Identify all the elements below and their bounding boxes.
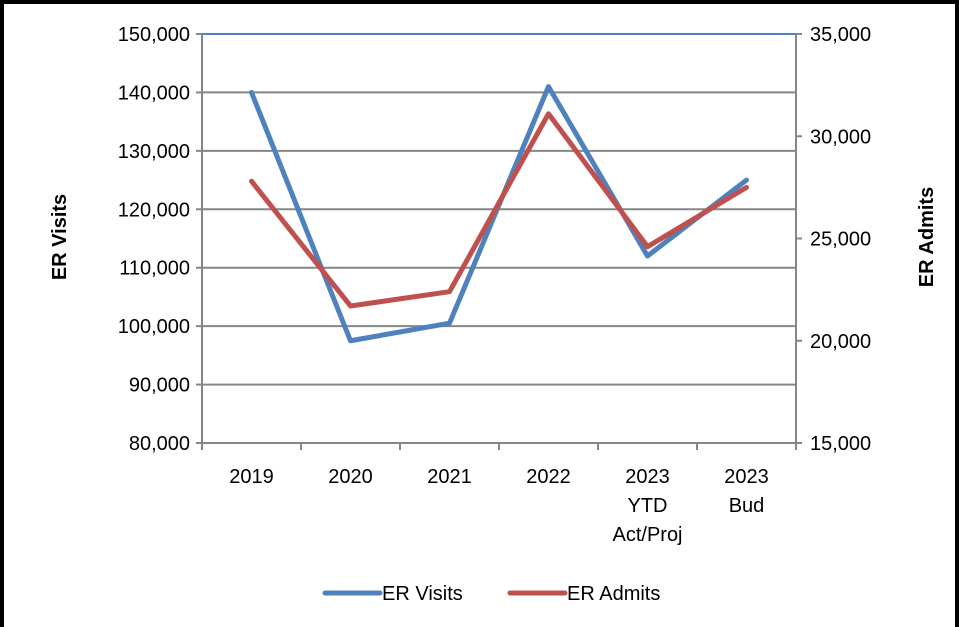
y-right-tick-label: 15,000 <box>810 433 871 455</box>
y-left-tick-label: 110,000 <box>119 258 190 280</box>
x-tick-label-line: 2020 <box>328 466 373 488</box>
er-visits-legend-label: ER Visits <box>382 583 463 605</box>
y-right-axis-title: ER Admits <box>916 187 938 287</box>
er-admits-legend-label: ER Admits <box>567 583 660 605</box>
x-tick-label-line: 2022 <box>526 466 571 488</box>
x-tick-label: 2019 <box>229 466 274 488</box>
y-left-tick-label: 80,000 <box>129 433 190 455</box>
y-left-axis-title: ER Visits <box>49 194 71 280</box>
y-right-tick-label: 35,000 <box>810 24 871 46</box>
y-left-tick-label: 140,000 <box>118 82 190 104</box>
x-tick-label-line: Bud <box>729 495 765 517</box>
tick-labels: 80,000 90,000 100,000 110,000 120,000 130,000… <box>118 24 871 546</box>
series-lines <box>249 84 749 344</box>
x-tick-label-line: 2023 <box>724 466 769 488</box>
x-tick-label-line: Act/Proj <box>612 524 682 546</box>
legend: ER Visits ER Admits <box>322 583 660 605</box>
er-admits-series-line <box>249 111 749 309</box>
x-tick-label: 2021 <box>427 466 472 488</box>
x-tick-label: 2022 <box>526 466 571 488</box>
x-tick-label-line: 2021 <box>427 466 472 488</box>
y-right-tick-label: 25,000 <box>810 229 871 251</box>
y-right-tick-label: 30,000 <box>810 126 871 148</box>
y-left-tick-label: 120,000 <box>118 199 190 221</box>
er-visits-series-line <box>249 84 749 344</box>
y-right-tick-label: 20,000 <box>810 331 871 353</box>
y-left-tick-label: 100,000 <box>118 316 190 338</box>
y-left-tick-label: 130,000 <box>118 141 190 163</box>
axes <box>196 33 802 450</box>
x-tick-label: 2020 <box>328 466 373 488</box>
x-tick-label-line: 2019 <box>229 466 274 488</box>
x-tick-label: 2023 Bud <box>724 466 769 517</box>
x-tick-label-line: 2023 <box>625 466 670 488</box>
y-left-tick-label: 90,000 <box>129 375 190 397</box>
y-left-tick-label: 150,000 <box>118 24 190 46</box>
x-tick-label: 2023 YTD Act/Proj <box>612 466 682 546</box>
x-tick-label-line: YTD <box>628 495 668 517</box>
